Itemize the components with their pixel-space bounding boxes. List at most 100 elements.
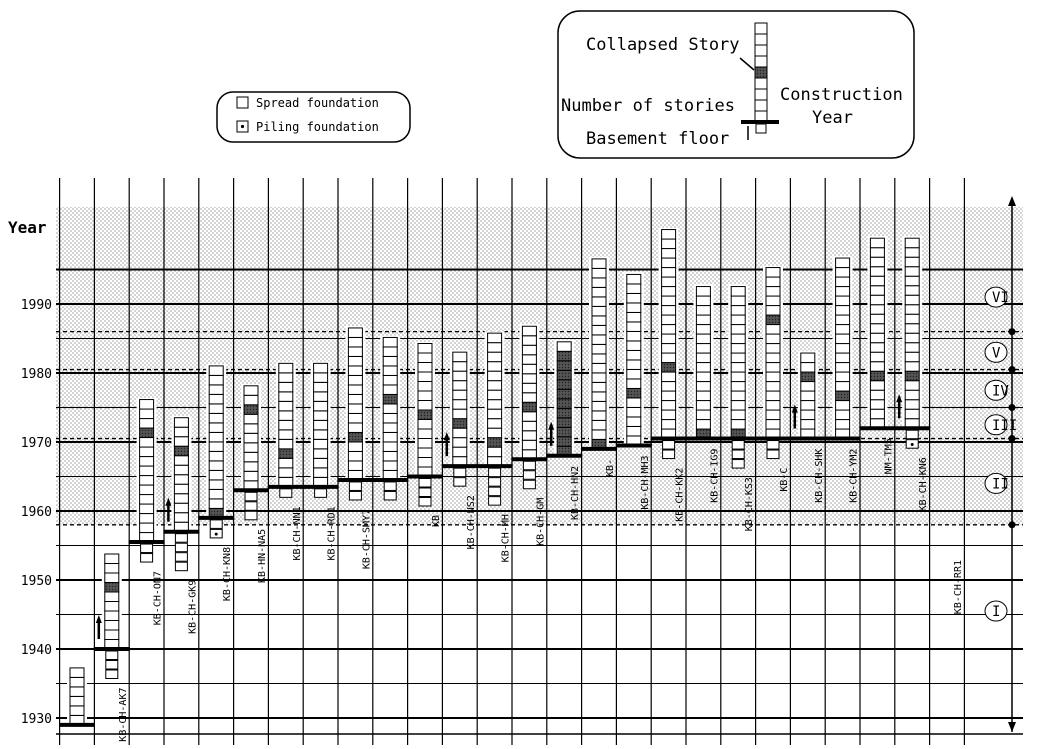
building-label: KB-CH-ON7 bbox=[153, 571, 164, 625]
storey bbox=[695, 343, 711, 354]
storey bbox=[139, 494, 155, 505]
storey bbox=[382, 365, 398, 376]
storey bbox=[765, 324, 781, 335]
storey bbox=[347, 346, 363, 357]
storey bbox=[487, 342, 503, 353]
key-storey bbox=[754, 44, 768, 57]
storey bbox=[278, 362, 294, 374]
storey bbox=[173, 426, 189, 438]
storey bbox=[695, 305, 711, 316]
storey bbox=[521, 411, 537, 422]
basement-storey bbox=[766, 440, 780, 450]
zone-circle bbox=[984, 341, 1008, 363]
key-construction-label: Construction Year bbox=[780, 85, 903, 128]
basement-storey bbox=[244, 510, 258, 521]
zone-label: III bbox=[992, 418, 1017, 434]
storey bbox=[417, 419, 433, 430]
storey bbox=[765, 295, 781, 307]
collapsed-storey bbox=[487, 437, 503, 448]
storey bbox=[869, 275, 885, 287]
storey bbox=[139, 446, 155, 458]
y-tick-label: 1980 bbox=[21, 367, 52, 382]
storey bbox=[730, 371, 746, 383]
storey bbox=[869, 247, 885, 258]
basement-storey bbox=[488, 486, 502, 497]
storey bbox=[313, 467, 329, 478]
y-tick-label: 1930 bbox=[21, 712, 52, 727]
building-column: KB-CH-YM2 bbox=[824, 256, 861, 503]
storey bbox=[487, 370, 503, 382]
storey bbox=[661, 333, 677, 345]
storey bbox=[695, 352, 711, 364]
storey bbox=[417, 381, 433, 392]
zone-label: V bbox=[992, 345, 1001, 361]
storey bbox=[243, 442, 259, 453]
storey bbox=[661, 238, 677, 250]
direction-arrowhead bbox=[443, 432, 450, 441]
storey bbox=[278, 429, 294, 440]
collapsed-storey bbox=[521, 401, 537, 413]
storey bbox=[835, 371, 851, 383]
storey bbox=[139, 522, 155, 534]
storey bbox=[417, 400, 433, 411]
key-building-icon bbox=[739, 22, 779, 140]
storey bbox=[904, 342, 920, 353]
storey bbox=[452, 437, 468, 448]
storey bbox=[417, 343, 433, 354]
storey bbox=[765, 362, 781, 373]
storey bbox=[695, 314, 711, 326]
storey bbox=[243, 461, 259, 472]
storey bbox=[417, 457, 433, 468]
storey bbox=[765, 409, 781, 421]
storey bbox=[69, 695, 85, 707]
storey bbox=[835, 362, 851, 373]
zone-circle bbox=[984, 379, 1008, 401]
storey bbox=[313, 372, 329, 383]
storey bbox=[313, 400, 329, 412]
storey bbox=[104, 591, 120, 602]
storey bbox=[869, 266, 885, 277]
key-basement-label: Basement floor bbox=[586, 129, 729, 149]
storey bbox=[626, 302, 642, 313]
storey bbox=[695, 381, 711, 392]
storey bbox=[313, 419, 329, 431]
zone-circle bbox=[984, 600, 1008, 622]
storey bbox=[800, 409, 816, 421]
storey bbox=[765, 400, 781, 411]
collapsed-storey bbox=[417, 409, 433, 420]
storey bbox=[661, 305, 677, 316]
y-axis-label: Year bbox=[8, 218, 47, 237]
collapsed-storey bbox=[104, 582, 120, 593]
storey bbox=[591, 286, 607, 298]
storey bbox=[487, 399, 503, 410]
building-column: KB-CH-KN6 bbox=[894, 236, 931, 511]
direction-arrowhead bbox=[896, 394, 903, 403]
storey bbox=[730, 324, 746, 335]
basement-storey bbox=[905, 429, 919, 440]
basement-storey bbox=[348, 490, 362, 501]
direction-arrowhead bbox=[548, 421, 555, 430]
building-label: KB-CH-GM bbox=[535, 498, 546, 546]
storey bbox=[765, 390, 781, 402]
zone-axis-arrowhead-top bbox=[1008, 196, 1016, 206]
storey bbox=[278, 457, 294, 469]
building-label: KB-CH-HN2 bbox=[570, 466, 581, 520]
storey bbox=[765, 286, 781, 297]
storey bbox=[208, 365, 224, 376]
storey bbox=[243, 423, 259, 434]
basement-storey bbox=[731, 440, 745, 450]
building-label: NM-TM5 bbox=[883, 438, 894, 474]
collapsed-storey bbox=[904, 370, 920, 382]
storey bbox=[347, 460, 363, 471]
storey bbox=[139, 418, 155, 429]
collapsed-storey bbox=[661, 362, 677, 373]
collapsed-storey bbox=[347, 431, 363, 443]
storey bbox=[626, 378, 642, 389]
building-column: KB-CH-HN2 bbox=[546, 339, 583, 520]
storey bbox=[904, 256, 920, 268]
storey bbox=[173, 483, 189, 495]
building-column: KB-CH-SHK bbox=[789, 351, 826, 503]
storey bbox=[382, 384, 398, 395]
storey bbox=[208, 460, 224, 471]
